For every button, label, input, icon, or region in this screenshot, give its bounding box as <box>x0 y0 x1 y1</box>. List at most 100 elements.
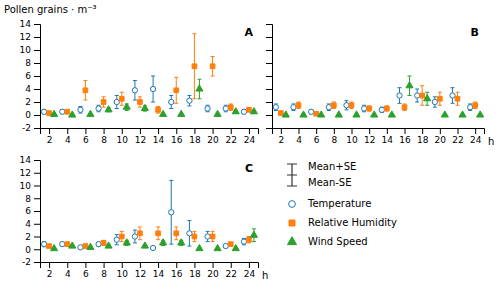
x-tick: 20 <box>207 128 219 145</box>
y-tick: 14 <box>20 155 40 165</box>
error-bar <box>97 242 101 246</box>
series <box>51 79 258 117</box>
tick-label: 22 <box>226 135 237 145</box>
legend-annotation: Mean+SE <box>308 161 356 172</box>
point <box>138 100 143 105</box>
point <box>174 231 179 236</box>
point <box>78 107 83 112</box>
y-tick <box>266 89 272 90</box>
error-bar <box>438 92 442 105</box>
tick-label: 18 <box>189 135 201 145</box>
point <box>87 243 94 249</box>
tick-label: 24 <box>244 269 256 279</box>
point <box>105 106 112 112</box>
point <box>367 106 372 111</box>
point <box>69 111 76 117</box>
point <box>69 242 76 248</box>
point <box>282 111 289 117</box>
point <box>214 244 221 250</box>
y-tick <box>266 102 272 103</box>
y-axis-label: Pollen grains · m⁻³ <box>4 4 97 15</box>
tick-label: 10 <box>117 269 129 279</box>
tick-label: 10 <box>20 45 32 55</box>
x-tick: 14 <box>153 128 165 145</box>
tick-label: 6 <box>314 135 320 145</box>
tick-mark <box>249 128 250 134</box>
tick-mark <box>194 262 195 268</box>
x-tick: 2 <box>278 128 284 145</box>
error-bar <box>309 110 313 114</box>
point <box>335 111 342 117</box>
tick-mark <box>104 262 105 268</box>
point <box>105 242 112 248</box>
error-bar <box>174 77 178 103</box>
x-tick: 8 <box>101 262 107 279</box>
y-tick: 0 <box>25 245 40 255</box>
tick-mark <box>34 115 40 116</box>
tick-label: 22 <box>452 135 463 145</box>
x-axis-label: h <box>488 136 494 147</box>
tick-mark <box>67 128 68 134</box>
error-bar <box>65 110 69 114</box>
point <box>196 85 203 91</box>
error-bar <box>102 240 106 245</box>
point <box>247 237 252 242</box>
error-bar <box>345 101 349 110</box>
x-tick: 16 <box>171 262 183 279</box>
tick-label: 14 <box>382 135 394 145</box>
point <box>349 103 354 108</box>
y-tick: 12 <box>20 32 40 42</box>
error-bar <box>192 231 196 241</box>
point <box>141 242 148 248</box>
y-tick <box>266 76 272 77</box>
error-bar <box>42 110 46 114</box>
point <box>47 111 52 116</box>
point <box>273 105 278 110</box>
tick-mark <box>85 128 86 134</box>
error-bar <box>102 97 106 107</box>
error-bar <box>398 88 402 104</box>
error-bar <box>247 108 251 112</box>
error-bar <box>115 96 119 109</box>
error-bar <box>327 104 331 111</box>
point <box>318 111 325 117</box>
tick-mark <box>34 160 40 161</box>
tick-label: 12 <box>20 168 31 178</box>
point <box>150 245 155 250</box>
point <box>379 107 384 112</box>
point <box>210 64 215 69</box>
point <box>119 96 124 101</box>
point <box>156 231 161 236</box>
x-tick: 4 <box>65 128 71 145</box>
x-tick: 16 <box>171 128 183 145</box>
point <box>362 106 367 111</box>
panel: 24681012141618202224-202468101214A <box>20 19 259 145</box>
point <box>51 244 58 250</box>
x-tick: 14 <box>382 128 394 145</box>
y-tick: 10 <box>20 45 40 55</box>
point <box>309 109 314 114</box>
error-bar <box>60 242 64 246</box>
tick-mark <box>369 128 370 134</box>
plot-area <box>41 180 257 250</box>
tick-label: 0 <box>25 245 31 255</box>
point <box>468 105 473 110</box>
error-bar <box>451 88 455 104</box>
y-tick: 12 <box>20 168 40 178</box>
tick-label: 12 <box>135 135 146 145</box>
error-bar <box>297 102 301 109</box>
point <box>223 243 228 248</box>
error-bar <box>174 227 178 240</box>
y-tick <box>266 128 272 129</box>
point <box>169 210 174 215</box>
tick-label: 14 <box>153 269 165 279</box>
y-axis <box>266 25 273 129</box>
tick-label: 16 <box>399 135 411 145</box>
point <box>241 239 246 244</box>
point <box>473 103 478 108</box>
x-tick: 22 <box>226 262 237 279</box>
y-tick <box>266 63 272 64</box>
point <box>83 244 88 249</box>
error-bar <box>367 106 371 111</box>
point <box>96 242 101 247</box>
